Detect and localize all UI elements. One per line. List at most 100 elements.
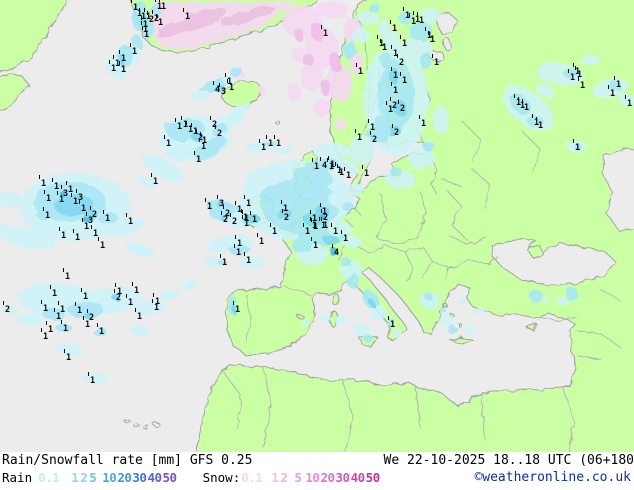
map-value-label: 1 <box>313 241 318 251</box>
map-value-label: 1 <box>222 258 227 268</box>
map-value-label: 3 <box>63 189 68 199</box>
map-value-label: 1 <box>610 89 615 99</box>
legend-value: 30 <box>132 470 147 485</box>
map-value-label: 1 <box>111 64 116 74</box>
grid-point-tick <box>413 11 414 15</box>
snow-legend-group: Snow:0.1 1 2 5 1020304050 <box>203 470 381 485</box>
footer-line1: Rain/Snowfall rate [mm] GFS 0.25 We 22-1… <box>0 453 634 468</box>
grid-point-tick <box>87 309 88 313</box>
grid-point-tick <box>221 211 222 215</box>
map-title: Rain/Snowfall rate [mm] GFS 0.25 <box>2 453 253 468</box>
grid-point-tick <box>244 195 245 199</box>
legend-value: 5 <box>89 470 97 485</box>
grid-point-tick <box>219 83 220 87</box>
grid-point-tick <box>425 27 426 31</box>
map-value-label: 4 <box>322 161 327 171</box>
map-value-label: 1 <box>390 320 395 330</box>
grid-point-tick <box>213 81 214 85</box>
map-value-label: 1 <box>99 327 104 337</box>
map-value-label: 3 <box>88 216 93 226</box>
grid-point-tick <box>337 164 338 168</box>
grid-point-tick <box>155 0 156 2</box>
grid-point-tick <box>370 131 371 135</box>
grid-point-tick <box>327 158 328 162</box>
grid-point-tick <box>390 20 391 24</box>
black-sea <box>491 238 617 286</box>
legend-value: 20 <box>320 470 335 485</box>
grid-point-tick <box>332 244 333 248</box>
grid-point-tick <box>175 118 176 122</box>
map-value-label: 1 <box>243 213 248 223</box>
map-value-label: 1 <box>166 139 171 149</box>
grid-point-tick <box>321 25 322 29</box>
grid-point-tick <box>311 237 312 241</box>
map-value-label: 4 <box>334 248 339 258</box>
grid-point-tick <box>82 218 83 222</box>
europe-weather-map: 1111221111111111111431111122211111111113… <box>0 0 634 452</box>
map-value-label: 1 <box>63 324 68 334</box>
legend-value: 0.1 <box>38 470 60 485</box>
map-value-label: 1 <box>357 133 362 143</box>
grid-point-tick <box>320 203 321 207</box>
grid-point-tick <box>46 321 47 325</box>
legend-value: 0.1 <box>241 470 263 485</box>
grid-point-tick <box>312 158 313 162</box>
grid-point-tick <box>419 115 420 119</box>
map-value-label: 1 <box>402 39 407 49</box>
map-value-label: 2 <box>89 313 94 323</box>
grid-point-tick <box>390 97 391 101</box>
precip-legend: Rain 0.1 1 2 5 1020304050 Snow:0.1 1 2 5 10203040… <box>2 470 380 485</box>
grid-point-tick <box>63 268 64 272</box>
grid-point-tick <box>81 288 82 292</box>
grid-point-tick <box>199 138 200 142</box>
copyright-link[interactable]: ©weatheronline.co.uk <box>474 470 631 485</box>
grid-point-tick <box>319 217 320 221</box>
grid-point-tick <box>235 235 236 239</box>
map-value-label: 1 <box>382 43 387 53</box>
map-value-label: 2 <box>217 129 222 139</box>
map-value-label: 1 <box>227 77 232 87</box>
map-value-label: 1 <box>236 248 241 258</box>
grid-point-tick <box>522 99 523 103</box>
grid-point-tick <box>270 223 271 227</box>
grid-point-tick <box>573 63 574 67</box>
map-value-label: 2 <box>399 58 404 68</box>
faroe-islands <box>274 119 280 125</box>
map-value-label: 1 <box>66 353 71 363</box>
map-value-label: 1 <box>43 304 48 314</box>
grid-point-tick <box>210 116 211 120</box>
grid-point-tick <box>536 117 537 121</box>
map-value-label: 1 <box>388 105 393 115</box>
map-value-label: 1 <box>421 119 426 129</box>
map-value-label: 1 <box>534 118 539 128</box>
grid-point-tick <box>61 320 62 324</box>
map-value-label: 1 <box>85 320 90 330</box>
map-value-label: 1 <box>65 272 70 282</box>
aegean-island <box>442 302 448 308</box>
grid-point-tick <box>235 201 236 205</box>
grid-point-tick <box>66 181 67 185</box>
grid-point-tick <box>200 132 201 136</box>
map-value-label: 1 <box>276 139 281 149</box>
map-value-label: 1 <box>56 312 61 322</box>
grid-point-tick <box>196 129 197 133</box>
map-value-label: 1 <box>379 39 384 49</box>
grid-point-tick <box>186 121 187 125</box>
grid-point-tick <box>368 119 369 123</box>
map-value-label: 1 <box>128 298 133 308</box>
map-value-label: 1 <box>143 25 148 35</box>
grid-point-tick <box>335 162 336 166</box>
grid-point-tick <box>266 135 267 139</box>
map-value-label: 1 <box>81 204 86 214</box>
grid-point-tick <box>356 63 357 67</box>
grid-point-tick <box>321 217 322 221</box>
map-value-label: 1 <box>627 99 632 109</box>
map-value-label: 1 <box>93 229 98 239</box>
grid-point-tick <box>217 195 218 199</box>
map-value-label: 1 <box>134 286 139 296</box>
map-value-label: 1 <box>314 162 319 172</box>
map-value-label: 1 <box>60 305 65 315</box>
map-value-label: 1 <box>68 185 73 195</box>
legend-value: 20 <box>117 470 132 485</box>
map-value-label: 1 <box>339 168 344 178</box>
